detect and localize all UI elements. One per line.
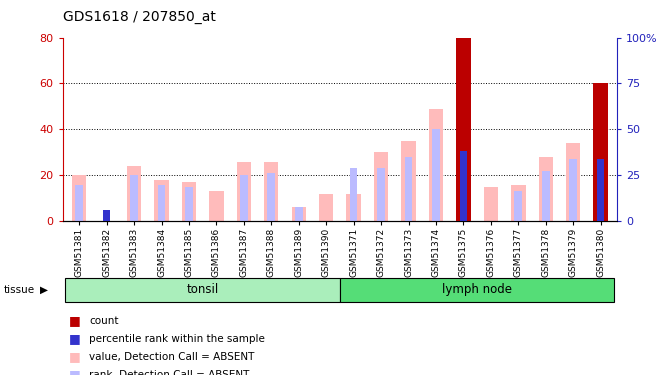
Text: tonsil: tonsil [187, 283, 219, 296]
Bar [566, 143, 580, 221]
Bar [154, 180, 169, 221]
Text: ■: ■ [69, 368, 81, 375]
Bar [484, 187, 498, 221]
Bar [378, 168, 385, 221]
Text: ■: ■ [69, 314, 81, 327]
Bar [593, 84, 608, 221]
Bar [75, 184, 83, 221]
Bar [292, 207, 306, 221]
Bar [295, 207, 302, 221]
Bar [209, 191, 224, 221]
Bar [542, 171, 550, 221]
Text: GDS1618 / 207850_at: GDS1618 / 207850_at [63, 10, 216, 24]
Bar [597, 123, 605, 221]
Text: value, Detection Call = ABSENT: value, Detection Call = ABSENT [89, 352, 255, 362]
Bar [240, 176, 248, 221]
Bar [405, 157, 412, 221]
Text: percentile rank within the sample: percentile rank within the sample [89, 334, 265, 344]
Text: count: count [89, 316, 119, 326]
Text: rank, Detection Call = ABSENT: rank, Detection Call = ABSENT [89, 370, 249, 375]
Text: ■: ■ [69, 350, 81, 363]
Text: ■: ■ [69, 332, 81, 345]
Bar [456, 109, 471, 221]
Bar [346, 194, 361, 221]
Bar [570, 159, 577, 221]
Bar [237, 162, 251, 221]
Bar [456, 38, 471, 221]
Bar [432, 129, 440, 221]
Bar [459, 129, 467, 221]
Bar [429, 109, 443, 221]
Bar [401, 141, 416, 221]
Bar [319, 194, 333, 221]
Bar [374, 152, 388, 221]
Bar [350, 168, 358, 221]
Bar [127, 166, 141, 221]
Text: tissue: tissue [3, 285, 34, 295]
Bar [182, 182, 196, 221]
Bar [72, 176, 86, 221]
Bar [539, 157, 553, 221]
Bar [514, 191, 522, 221]
Text: ▶: ▶ [40, 285, 48, 295]
Bar [597, 159, 605, 221]
Text: lymph node: lymph node [442, 283, 512, 296]
Bar [267, 173, 275, 221]
Bar [158, 184, 166, 221]
Bar [593, 84, 608, 221]
Bar [459, 152, 467, 221]
Bar [511, 184, 525, 221]
Bar [103, 210, 110, 221]
Bar [185, 187, 193, 221]
Bar [130, 176, 138, 221]
Bar [340, 278, 614, 302]
Bar [65, 278, 340, 302]
Bar [264, 162, 279, 221]
